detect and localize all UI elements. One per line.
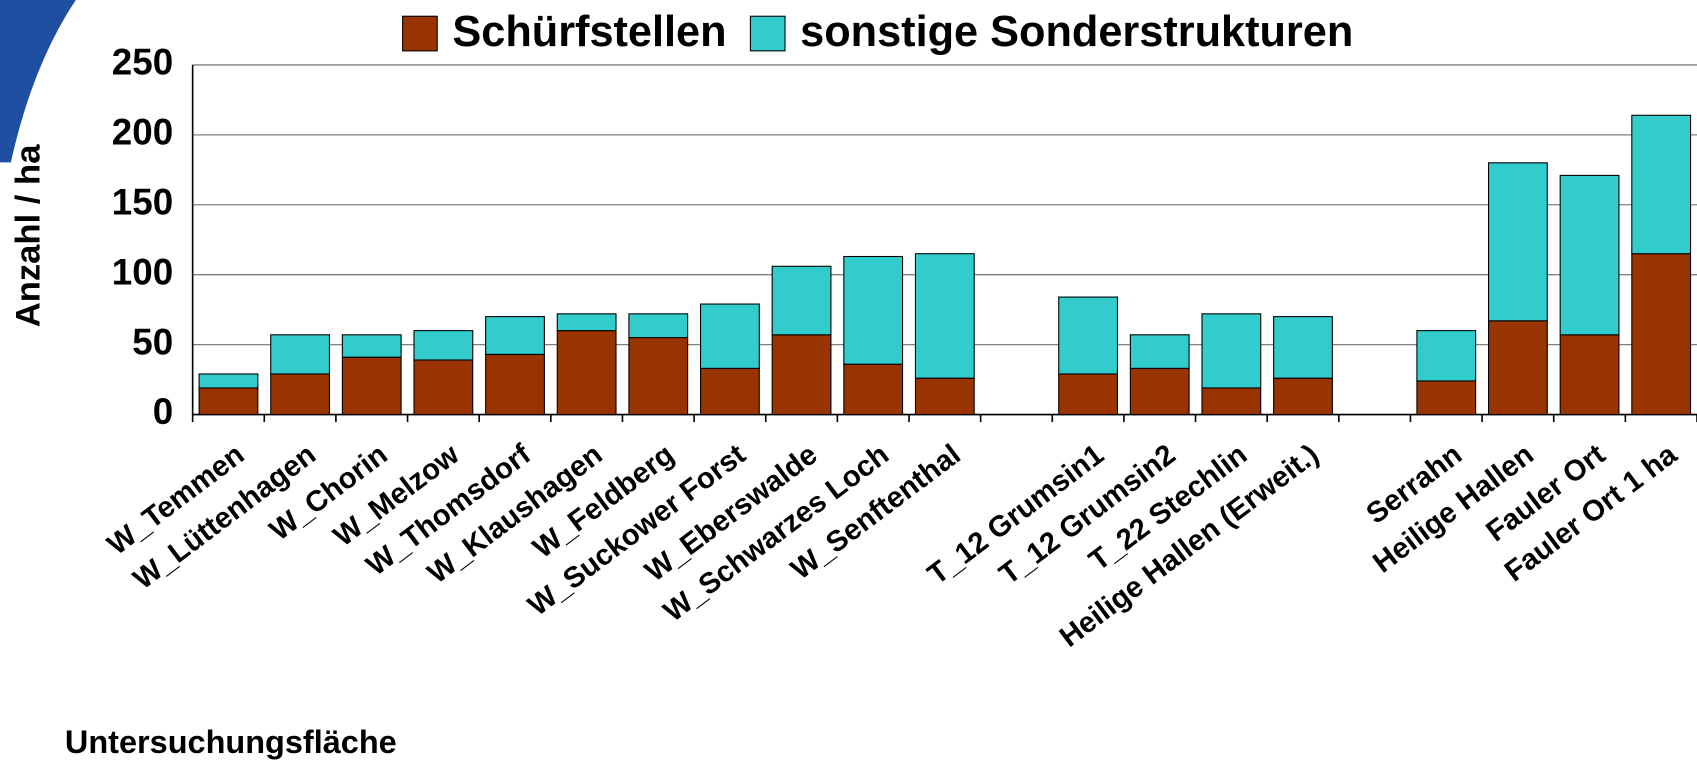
bar-segment [485, 353, 545, 416]
bar-segment [843, 363, 904, 416]
bar-segment [1201, 313, 1262, 389]
bar-segment [413, 330, 474, 361]
bar-segment [341, 334, 402, 358]
y-tick-label: 250 [112, 42, 173, 83]
bar-segment [628, 313, 689, 339]
bar-segment [556, 313, 617, 332]
bar-segment [341, 356, 402, 416]
bar-segment [1058, 296, 1119, 375]
bar-segment [1631, 114, 1692, 255]
y-axis-title: Anzahl / ha [9, 144, 47, 328]
bar-segment [485, 316, 545, 355]
bar-segment [700, 367, 760, 416]
legend-swatch [402, 15, 438, 52]
logo [0, 0, 76, 163]
y-tick-label: 100 [112, 251, 173, 292]
bar-segment [1058, 373, 1119, 416]
bar-segment [1273, 377, 1333, 416]
bar-segment [1487, 320, 1548, 416]
bar-segment [1273, 316, 1333, 379]
bar-segment [700, 303, 760, 369]
x-axis-title: Untersuchungsfläche [65, 724, 397, 760]
bar-segment [1631, 253, 1692, 416]
bar-segment [198, 373, 259, 389]
bar-segment [270, 334, 331, 375]
y-tick-label: 200 [112, 112, 173, 153]
y-tick-label: 150 [112, 181, 173, 222]
bar-segment [1559, 334, 1620, 416]
bar-segment [1487, 162, 1548, 322]
legend-label: Schürfstellen [452, 8, 726, 56]
y-tick-label: 50 [132, 321, 173, 362]
bar-segment [771, 265, 832, 336]
bar-segment [1559, 174, 1620, 336]
bar-segment [843, 255, 904, 365]
bar-segment [413, 359, 474, 416]
bar-segment [1416, 330, 1477, 382]
bar-segment [1416, 380, 1477, 416]
bar-segment [914, 377, 975, 416]
bar-segment [198, 387, 259, 416]
bar-segment [914, 253, 975, 379]
bar-segment [270, 373, 331, 416]
bar-segment [1129, 367, 1190, 416]
y-tick-label: 0 [153, 391, 173, 432]
legend-label: sonstige Sonderstrukturen [800, 8, 1353, 56]
bar-segment [628, 337, 689, 416]
bar-segment [556, 330, 617, 416]
bar-segment [1129, 334, 1190, 369]
legend-swatch [749, 15, 786, 52]
bar-segment [1201, 387, 1262, 416]
bar-segment [771, 334, 832, 416]
